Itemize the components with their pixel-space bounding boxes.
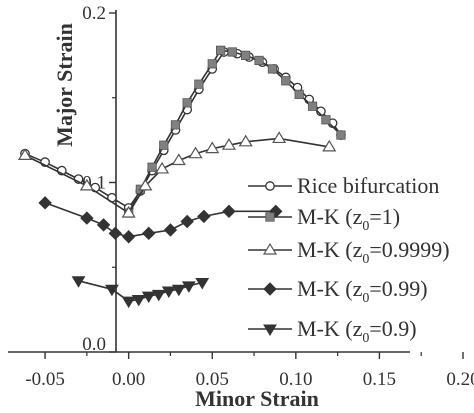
data-point [272,131,287,144]
y-tick-label: 0.2 [82,3,106,24]
data-point [171,284,186,297]
legend-marker [265,212,275,222]
legend-label-subscript: 0 [362,291,369,306]
data-point [105,284,119,297]
legend-label-text: M-K (z [297,237,363,262]
legend-label-text: =1) [369,204,400,229]
data-point [138,178,153,191]
data-point [163,223,178,237]
data-point [195,278,210,290]
data-point [205,141,220,154]
legend-label-subscript: 0 [362,252,369,267]
data-point [108,226,122,241]
y-axis-title: Major Strain [52,23,77,147]
data-point [17,148,33,160]
data-point [307,101,318,111]
legend-label: M-K (z0=0.9) [297,316,417,346]
data-point [71,276,86,288]
legend-label: Rice bifurcation [297,173,439,198]
data-point [79,178,94,191]
data-point [181,281,196,293]
y-tick-label: 0.0 [82,334,106,355]
data-point [336,130,346,140]
data-point [121,296,136,309]
legend-label-text: =0.99) [369,276,427,301]
legend-entry-3: M-K (z0=0.9999) [248,237,450,267]
data-point [96,218,111,232]
data-point [121,205,136,218]
legend-marker [265,181,275,191]
data-point [142,226,156,241]
data-point [159,140,169,150]
data-point [322,139,337,152]
data-point [147,162,157,172]
legend-label-text: M-K (z [297,316,363,341]
data-point [221,138,237,150]
legend-label: M-K (z0=0.99) [297,276,428,306]
data-point [281,76,291,86]
data-point [188,146,203,159]
x-tick-label: 0.10 [279,369,312,390]
series-line [44,202,276,238]
data-point [180,214,194,229]
data-point [80,211,94,225]
data-point [207,59,217,69]
series-5 [71,276,210,309]
legend-label-subscript: 0 [362,219,369,234]
legend-entry-4: M-K (z0=0.99) [248,276,428,306]
data-point [141,291,156,304]
series-4 [38,196,283,244]
data-point [197,209,211,224]
data-point [254,55,264,66]
legend-entry-2: M-K (z0=1) [248,204,400,234]
x-tick-label: 0.05 [196,369,229,390]
legend-label: M-K (z0=0.9999) [297,237,450,267]
x-tick-label: 0.20 [446,369,474,390]
legend-marker [263,324,277,336]
data-point [216,45,226,55]
data-point [131,294,146,307]
data-point [171,153,186,166]
data-point [241,50,251,60]
data-point [161,286,176,298]
data-point [267,64,278,74]
legend-label-text: M-K (z [297,276,363,301]
data-point [321,115,331,125]
data-point [238,134,253,147]
data-point [194,79,204,89]
legend-marker [263,282,277,296]
series-line [24,137,330,215]
x-axis-title: Minor Strain [195,386,319,411]
legend-label-subscript: 0 [362,331,369,346]
legend-label-text: =0.9999) [369,237,449,262]
data-point [38,196,52,210]
legend-label-text: =0.9) [369,316,416,341]
legend-label: M-K (z0=1) [297,204,400,234]
data-point [227,47,237,57]
data-point [121,230,136,244]
x-tick-label: 0.00 [112,369,145,390]
legend-entry-5: M-K (z0=0.9) [248,316,417,346]
x-tick-label: -0.05 [25,369,65,390]
series-3 [17,131,337,218]
data-point [294,89,304,99]
legend-entry-1: Rice bifurcation [248,173,439,198]
legend-marker [262,242,278,255]
data-point [151,289,166,302]
legend-label-text: M-K (z [297,204,363,229]
data-point [170,120,181,130]
data-point [155,161,170,174]
x-tick-label: 0.15 [363,369,396,390]
data-point [182,98,192,108]
series-layer [17,45,346,309]
data-point [222,204,236,219]
